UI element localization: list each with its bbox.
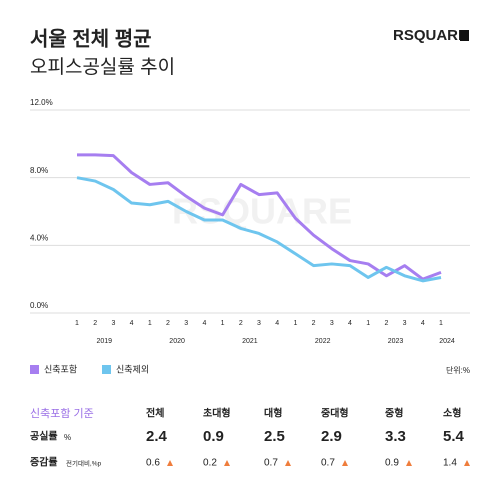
x-tick-label: 4 <box>202 320 206 327</box>
table-caption: 신축포함 기준 <box>30 407 94 420</box>
cell-value: 3.3 <box>385 428 406 445</box>
cell-value: 0.7 <box>264 458 278 469</box>
row-label: 공실률 <box>30 430 58 443</box>
up-arrow <box>285 460 291 466</box>
subtitle: 오피스공실률 추이 <box>30 56 175 78</box>
y-tick-label: 4.0% <box>30 233 48 242</box>
up-arrow <box>224 460 230 466</box>
cell-value: 2.4 <box>146 428 168 445</box>
cell-value: 0.9 <box>385 458 399 469</box>
x-tick-label: 3 <box>111 320 115 327</box>
year-label: 2020 <box>169 338 185 345</box>
x-tick-label: 2 <box>239 320 243 327</box>
x-tick-label: 4 <box>130 320 134 327</box>
legend-swatch <box>30 365 39 374</box>
cell-value: 0.7 <box>321 458 335 469</box>
x-tick-label: 1 <box>439 320 443 327</box>
x-tick-label: 3 <box>403 320 407 327</box>
legend-swatch <box>102 365 111 374</box>
row-unit: % <box>64 433 71 442</box>
column-header: 중대형 <box>321 407 349 420</box>
column-header: 대형 <box>264 407 282 420</box>
year-label: 2022 <box>315 338 331 345</box>
year-label: 2019 <box>97 338 113 345</box>
column-header: 전체 <box>146 407 164 420</box>
year-label: 2021 <box>242 338 258 345</box>
x-tick-label: 3 <box>330 320 334 327</box>
x-tick-label: 4 <box>348 320 352 327</box>
x-tick-label: 3 <box>184 320 188 327</box>
up-arrow <box>167 460 173 466</box>
cell-value: 5.4 <box>443 428 465 445</box>
series-line <box>76 176 442 283</box>
x-tick-label: 2 <box>93 320 97 327</box>
x-tick-label: 1 <box>293 320 297 327</box>
y-tick-label: 12.0% <box>30 98 53 107</box>
column-header: 소형 <box>443 407 461 420</box>
x-tick-label: 4 <box>421 320 425 327</box>
x-tick-label: 2 <box>384 320 388 327</box>
legend-label: 신축제외 <box>116 363 149 374</box>
column-header: 초대형 <box>203 407 231 420</box>
cell-value: 2.9 <box>321 428 342 445</box>
row-label: 증감률 <box>30 457 58 469</box>
brand: RSQUARE <box>393 27 468 44</box>
x-tick-label: 1 <box>75 320 79 327</box>
x-tick-label: 4 <box>275 320 279 327</box>
legend-label: 신축포함 <box>44 364 77 374</box>
column-header: 중형 <box>385 407 403 420</box>
x-tick-label: 3 <box>257 320 261 327</box>
cell-value: 0.9 <box>203 428 224 445</box>
cell-value: 0.6 <box>146 458 160 469</box>
year-label: 2023 <box>388 338 404 345</box>
x-tick-label: 1 <box>148 320 152 327</box>
watermark: RSQUARE <box>172 191 352 232</box>
up-arrow <box>406 460 412 466</box>
x-tick-label: 2 <box>312 320 316 327</box>
cell-value: 1.4 <box>443 458 457 469</box>
y-tick-label: 8.0% <box>30 166 48 175</box>
y-tick-label: 0.0% <box>30 301 48 310</box>
x-tick-label: 1 <box>366 320 370 327</box>
up-arrow <box>464 460 470 466</box>
row-unit: 전기대비,%p <box>66 459 102 468</box>
brand-mark <box>460 30 469 41</box>
up-arrow <box>342 460 348 466</box>
year-label: 2024 <box>439 338 455 345</box>
cell-value: 0.2 <box>203 458 217 469</box>
unit-note: 단위:% <box>446 365 470 375</box>
x-tick-label: 2 <box>166 320 170 327</box>
cell-value: 2.5 <box>264 428 285 445</box>
title: 서울 전체 평균 <box>30 27 152 50</box>
x-tick-label: 1 <box>221 320 225 327</box>
